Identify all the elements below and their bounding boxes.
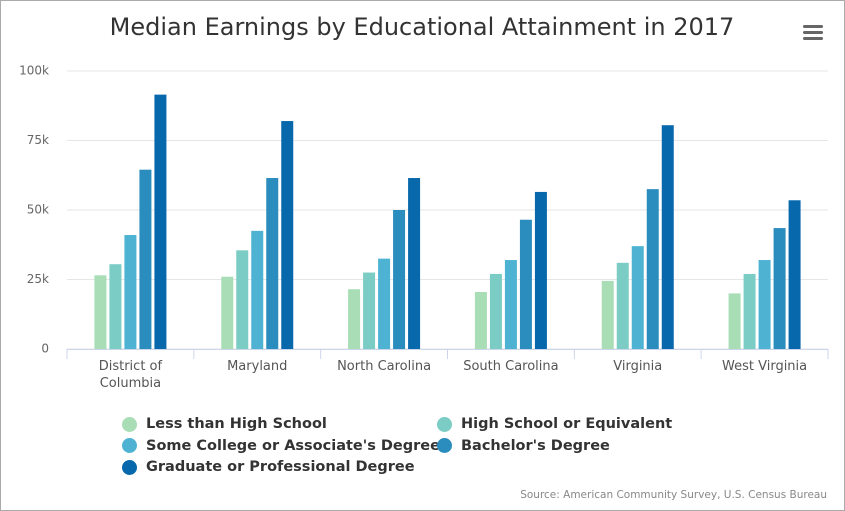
x-tick-label: District of Columbia bbox=[98, 359, 163, 391]
menu-bar[interactable] bbox=[803, 31, 823, 34]
bar bbox=[519, 219, 532, 349]
bar bbox=[489, 273, 502, 349]
legend-item: Bachelor's Degree bbox=[437, 438, 610, 454]
bar bbox=[504, 260, 517, 349]
bar bbox=[109, 264, 122, 349]
legend-marker bbox=[122, 459, 137, 475]
legend-label: Bachelor's Degree bbox=[461, 437, 610, 454]
y-tick-label: 25k bbox=[27, 272, 49, 286]
bar bbox=[534, 191, 547, 349]
legend-label: Some College or Associate's Degree bbox=[146, 437, 440, 454]
bar bbox=[408, 178, 421, 349]
bar bbox=[236, 250, 249, 349]
y-tick-label: 0 bbox=[41, 342, 49, 356]
bar bbox=[773, 228, 786, 349]
bar bbox=[631, 246, 644, 349]
bar bbox=[646, 189, 659, 349]
bar bbox=[661, 125, 674, 350]
bar bbox=[154, 94, 167, 349]
bar bbox=[788, 200, 801, 349]
legend-marker bbox=[122, 438, 137, 453]
legend-item: Some College or Associate's Degree bbox=[122, 438, 440, 454]
bar bbox=[758, 260, 771, 349]
x-tick-label: West Virginia bbox=[722, 359, 808, 374]
bar bbox=[348, 289, 361, 349]
bar bbox=[474, 292, 487, 349]
legend-marker bbox=[437, 416, 452, 432]
legend-marker bbox=[437, 438, 452, 453]
bar bbox=[743, 273, 756, 349]
bar bbox=[601, 280, 614, 349]
legend-item: Graduate or Professional Degree bbox=[122, 459, 415, 475]
legend-marker bbox=[122, 416, 137, 432]
x-tick-label: North Carolina bbox=[337, 359, 432, 374]
legend-label: High School or Equivalent bbox=[461, 416, 673, 432]
legend-label: Less than High School bbox=[146, 416, 327, 432]
y-tick-label: 100k bbox=[19, 64, 49, 78]
bar bbox=[728, 293, 741, 349]
bar bbox=[139, 169, 152, 349]
x-tick-label: Virginia bbox=[613, 359, 663, 374]
bar bbox=[266, 178, 279, 349]
x-tick-label: South Carolina bbox=[463, 359, 559, 374]
bar bbox=[393, 210, 406, 349]
chart-title: Median Earnings by Educational Attainmen… bbox=[110, 13, 735, 41]
x-tick-label: Maryland bbox=[227, 359, 288, 374]
bar bbox=[251, 230, 264, 349]
bar bbox=[124, 235, 137, 349]
menu-bar[interactable] bbox=[803, 37, 823, 40]
menu-button[interactable] bbox=[803, 25, 823, 40]
y-tick-label: 50k bbox=[27, 203, 49, 217]
legend-item: High School or Equivalent bbox=[437, 416, 672, 432]
y-tick-label: 75k bbox=[27, 133, 49, 147]
bar bbox=[616, 262, 629, 349]
bar bbox=[363, 272, 376, 349]
legend-item: Less than High School bbox=[122, 416, 327, 432]
bar bbox=[94, 275, 107, 349]
bar bbox=[281, 121, 294, 349]
source: Source: American Community Survey, U.S. … bbox=[520, 489, 827, 501]
menu-bar[interactable] bbox=[803, 25, 823, 28]
bar bbox=[221, 276, 234, 349]
legend-label: Graduate or Professional Degree bbox=[146, 459, 415, 475]
bar bbox=[378, 258, 391, 349]
